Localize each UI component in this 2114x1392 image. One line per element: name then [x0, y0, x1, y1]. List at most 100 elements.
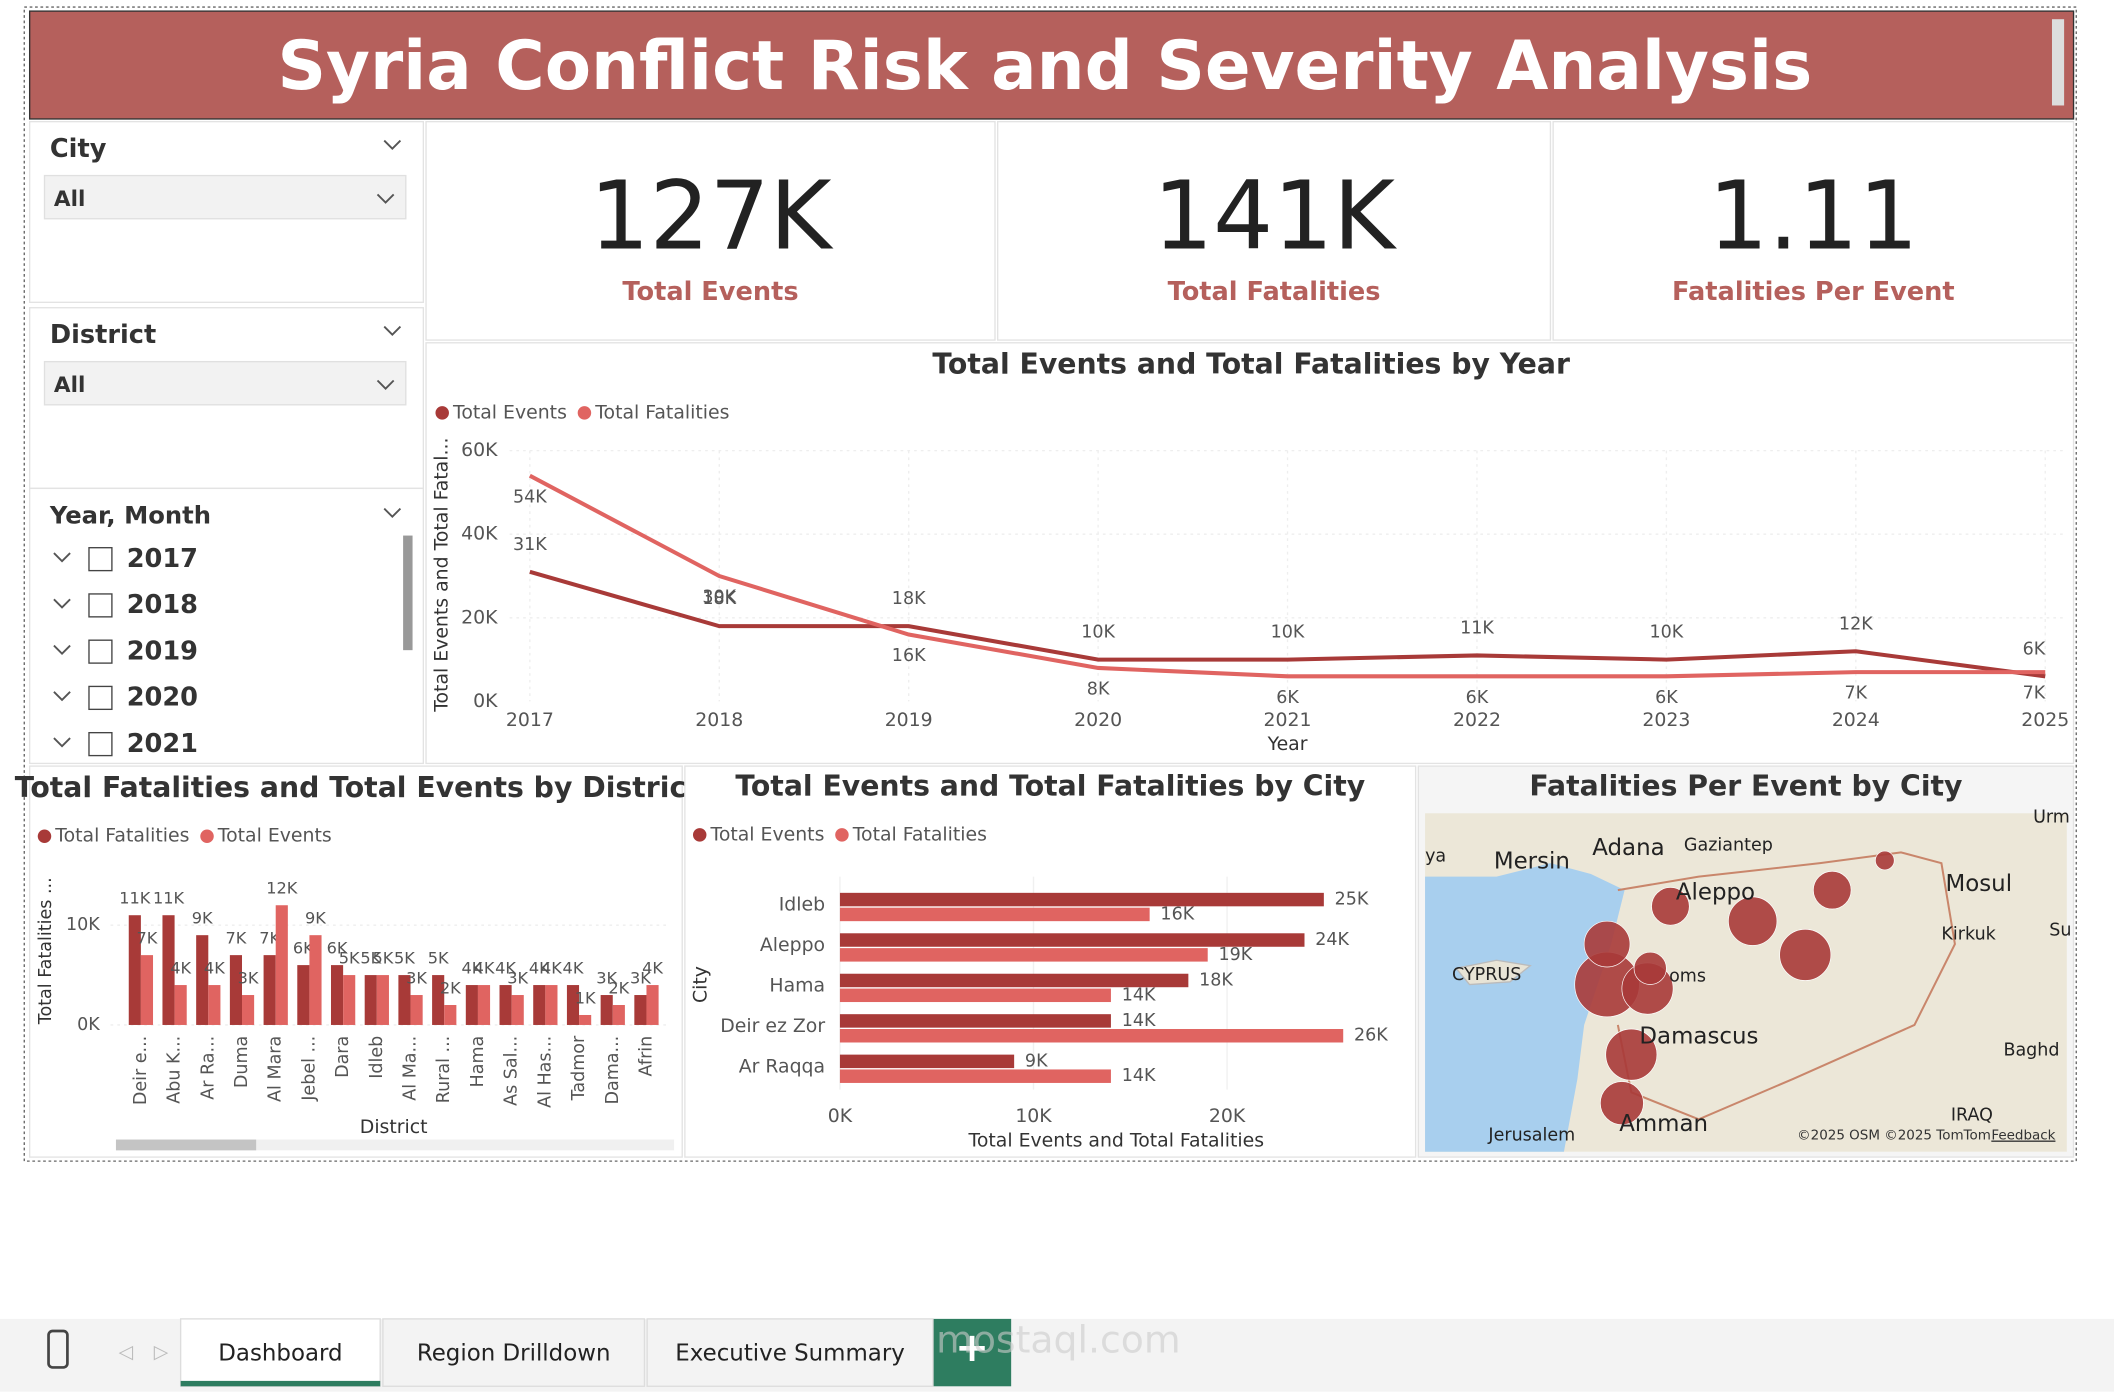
map-label: Baghd	[2003, 1041, 2059, 1061]
map-label: Kirkuk	[1941, 925, 1996, 945]
map-bubble[interactable]	[1599, 1081, 1644, 1126]
bar	[376, 975, 389, 1025]
map-bubble[interactable]	[1875, 850, 1895, 871]
tab[interactable]	[179, 1318, 381, 1387]
map-bubble[interactable]	[1779, 928, 1832, 981]
dropdown[interactable]	[43, 360, 407, 406]
chevron[interactable]	[383, 325, 402, 337]
kpi-value: 141K	[1153, 162, 1397, 272]
x-tick-label: Ar Ra...	[198, 1036, 218, 1100]
map-bubble[interactable]	[1651, 887, 1690, 926]
map-label: Jerusalem	[1487, 1126, 1575, 1146]
bar	[612, 1005, 625, 1025]
map-label: oms	[1669, 966, 1706, 986]
y-axis-title: City	[690, 966, 712, 1003]
x-tick-label: As Sal...	[502, 1036, 522, 1106]
chevron[interactable]	[53, 552, 71, 563]
map-feedback[interactable]: Feedback	[1991, 1128, 2055, 1144]
checkbox[interactable]	[88, 731, 113, 757]
h-scroll-track	[115, 1139, 675, 1151]
y-tick-label: Ar Raqqa	[739, 1055, 825, 1077]
panel	[425, 342, 2075, 765]
x-tick-label: 2019	[885, 709, 933, 731]
map-bubble[interactable]	[1633, 951, 1667, 985]
chevron[interactable]	[383, 139, 402, 150]
bar	[263, 955, 276, 1025]
data-label: 1K	[575, 988, 596, 1007]
series-line	[529, 569, 2046, 679]
chevron[interactable]	[53, 737, 71, 748]
map-label: Mosul	[1945, 871, 2012, 897]
bar	[398, 975, 411, 1025]
x-tick-label: 20K	[1209, 1105, 1246, 1127]
data-label: 10K	[1081, 623, 1115, 643]
y-tick-label: 40K	[461, 523, 498, 545]
data-label: 4K	[495, 958, 516, 977]
chevron[interactable]	[376, 379, 395, 390]
data-label: 3K	[238, 968, 259, 987]
bar	[839, 1014, 1111, 1028]
map-bubble[interactable]	[1813, 870, 1852, 910]
y-axis-title: Total Events and Total Fatal...	[431, 438, 453, 713]
x-tick-label: Al Mara	[266, 1036, 286, 1102]
prev-page[interactable]: ◁	[118, 1341, 134, 1363]
bar	[309, 935, 322, 1025]
y-tick-label: 0K	[473, 690, 498, 712]
kpi-value: 1.11	[1708, 162, 1918, 272]
tab[interactable]	[382, 1318, 646, 1387]
tab[interactable]	[646, 1318, 934, 1387]
bar	[533, 985, 546, 1025]
tab-label[interactable]: Region Drilldown	[417, 1340, 611, 1366]
map-bubble[interactable]	[1728, 896, 1778, 946]
chevron[interactable]	[53, 691, 71, 702]
x-tick-label: Duma	[232, 1036, 252, 1088]
kpi-label: Total Events	[622, 277, 798, 307]
add-icon[interactable]: +	[955, 1323, 989, 1371]
y-tick-label: Deir ez Zor	[720, 1015, 825, 1037]
map-label: Urm	[2033, 807, 2070, 827]
data-label: 5K	[339, 948, 360, 967]
panel	[997, 120, 1552, 341]
data-label: 24K	[1315, 930, 1349, 950]
dropdown-value: All	[54, 187, 85, 212]
mobile-icon[interactable]	[47, 1329, 69, 1369]
chevron[interactable]	[383, 507, 402, 519]
bar	[839, 1069, 1111, 1083]
header-bar	[28, 10, 2075, 120]
data-label: 8K	[1087, 680, 1110, 700]
x-tick-label: 2018	[695, 709, 743, 731]
data-label: 3K	[630, 968, 651, 987]
bar	[297, 965, 310, 1025]
tab-label[interactable]: Dashboard	[218, 1340, 342, 1366]
data-label: 12K	[266, 879, 298, 898]
map-bubble[interactable]	[1583, 920, 1631, 968]
bar	[839, 907, 1150, 922]
add-page[interactable]	[932, 1318, 1012, 1387]
h-scroll-thumb[interactable]	[115, 1139, 257, 1151]
checkbox[interactable]	[88, 639, 113, 664]
chevron[interactable]	[53, 644, 71, 656]
bar	[646, 985, 659, 1025]
map-bubble[interactable]	[1605, 1028, 1658, 1081]
next-page[interactable]: ▷	[154, 1341, 169, 1363]
tab-label[interactable]: Executive Summary	[675, 1340, 905, 1366]
kpi-label: Fatalities Per Event	[1672, 277, 1955, 307]
data-label: 4K	[563, 958, 584, 977]
data-label: 7K	[1844, 684, 1867, 704]
data-label: 31K	[513, 535, 547, 555]
chevron[interactable]	[53, 598, 71, 609]
checkbox[interactable]	[88, 593, 113, 618]
data-label: 10K	[1271, 623, 1305, 643]
x-tick-label: Tadmor	[569, 1035, 589, 1101]
chevron[interactable]	[376, 193, 395, 204]
checkbox[interactable]	[88, 685, 113, 711]
data-label: 5K	[360, 948, 381, 967]
bar	[839, 1029, 1344, 1043]
data-label: 2K	[440, 978, 461, 997]
dropdown[interactable]	[43, 174, 407, 220]
checkbox[interactable]	[88, 547, 113, 572]
tab-indicator	[180, 1380, 381, 1387]
data-label: 3K	[596, 968, 617, 987]
map-label: Su	[2049, 921, 2071, 941]
bar	[410, 995, 423, 1025]
